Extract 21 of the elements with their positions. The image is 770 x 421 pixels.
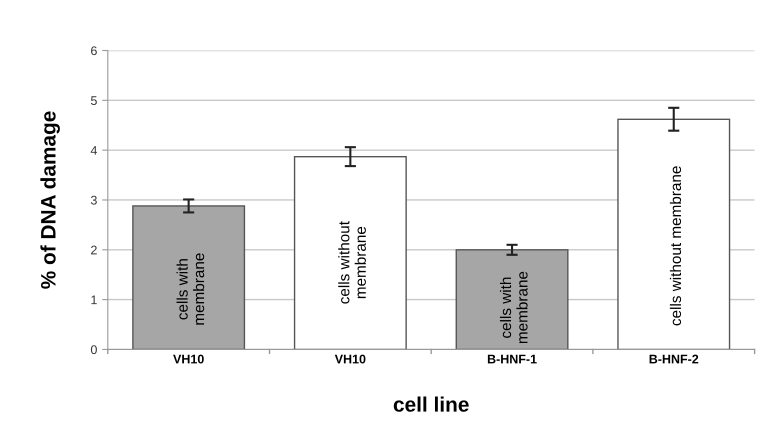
bar [456, 249, 569, 350]
x-tick-label: VH10 [173, 354, 204, 364]
annotation: cells with membrane [176, 253, 204, 325]
y-axis-title: % of DNA damage [40, 111, 60, 289]
x-axis-title: cell line [394, 396, 469, 412]
y-tick-label: 4 [90, 146, 98, 155]
y-tick-label: 5 [90, 96, 97, 105]
y-tick-label: 0 [90, 345, 97, 354]
bar [294, 156, 407, 350]
annotation: cells with membrane [500, 272, 528, 344]
x-tick-label: B-HNF-1 [488, 354, 537, 364]
y-tick-label: 2 [91, 246, 97, 254]
y-tick-label: 1 [91, 296, 97, 304]
y-tick-label: 6 [91, 46, 97, 56]
annotation: cells without membrane [670, 166, 682, 326]
bar [617, 118, 730, 350]
x-tick-label: B-HNF-2 [650, 354, 698, 364]
annotation: cells without membrane [338, 221, 366, 304]
bar [132, 205, 246, 350]
x-tick-label: VH10 [334, 354, 366, 364]
y-tick-label: 3 [90, 196, 97, 205]
